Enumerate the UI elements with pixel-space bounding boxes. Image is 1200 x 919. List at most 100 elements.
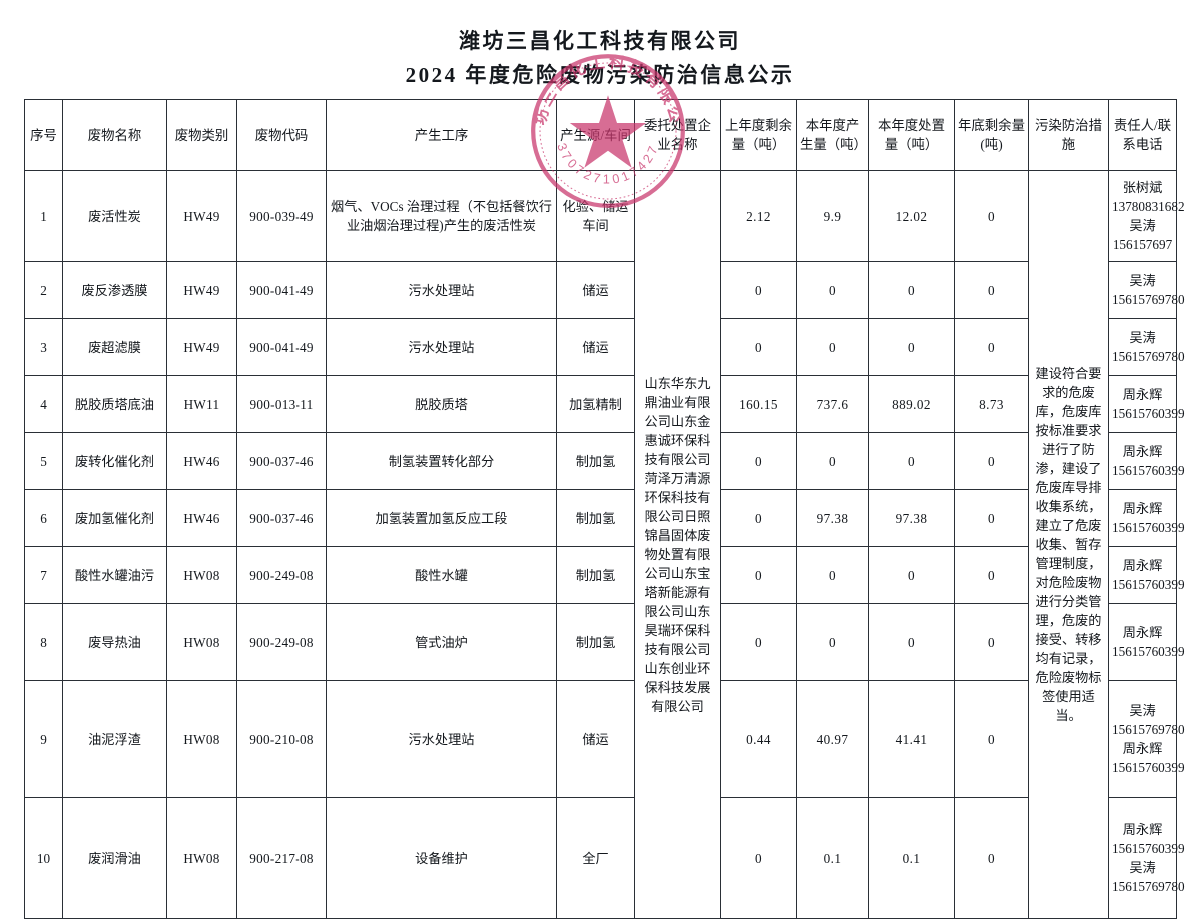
cell-year-end-left: 0 [954,489,1029,547]
document-page: 潍坊三昌化工科技有限公司 2024 年度危险废物污染防治信息公示 潍坊三昌化工科… [0,24,1200,919]
table-row: 3 废超滤膜 HW49 900-041-49 污水处理站 储运 0 0 0 0 吴涛 15615769… [24,318,1185,376]
responsible-person-phone: 156157697 [1112,237,1173,252]
cell-responsible: 张树斌 13780831682 吴涛 156157697 [1108,170,1185,262]
cell-this-year-gen: 0 [796,546,869,604]
cell-waste-code: 900-037-46 [236,489,327,547]
cell-control-merged: 建设符合要求的危废库，危废库按标准要求进行了防渗，建设了危废库导排收集系统，建立… [1028,170,1109,919]
cell-prev-year-left: 160.15 [720,375,797,433]
cell-responsible: 吴涛 15615769780 周永辉 15615760399 [1108,680,1185,798]
cell-source: 全厂 [556,797,635,919]
header-waste-name: 废物名称 [62,99,167,171]
table-row: 5 废转化催化剂 HW46 900-037-46 制氢装置转化部分 制加氢 0 0 0 0 周永辉 1… [24,432,1185,490]
company-title: 潍坊三昌化工科技有限公司 [459,29,741,53]
responsible-person-phone: 15615769780 [1112,722,1185,737]
table-row: 1 废活性炭 HW49 900-039-49 烟气、VOCs 治理过程（不包括餐饮行业油… [24,170,1185,919]
cell-prev-year-left: 0 [720,318,797,376]
cell-this-year-disposed: 889.02 [868,375,955,433]
cell-year-end-left: 0 [954,680,1029,798]
responsible-person-name: 周永辉 [1122,501,1163,516]
cell-seq: 1 [24,170,63,262]
cell-responsible: 吴涛 15615769780 [1108,261,1185,319]
cell-prev-year-left: 0.44 [720,680,797,798]
cell-process: 烟气、VOCs 治理过程（不包括餐饮行业油烟治理过程)产生的废活性炭 [326,170,557,262]
responsible-person-phone: 15615760399 [1112,644,1185,659]
cell-seq: 3 [24,318,63,376]
table-row: 7 酸性水罐油污 HW08 900-249-08 酸性水罐 制加氢 0 0 0 0 周永辉 15615… [24,546,1185,604]
cell-process: 设备维护 [326,797,557,919]
table-row: 8 废导热油 HW08 900-249-08 管式油炉 制加氢 0 0 0 0 周永辉 1561576… [24,603,1185,681]
responsible-person-name: 周永辉 [1122,387,1163,402]
cell-year-end-left: 0 [954,170,1029,262]
table-header-row: 序号 废物名称 废物类别 废物代码 产生工序 产生源/车间 委托处置企业名称 上… [24,99,1177,171]
responsible-person-name: 周永辉 [1122,822,1163,837]
cell-this-year-gen: 97.38 [796,489,869,547]
responsible-person-phone: 13780831682 [1112,199,1185,214]
cell-process: 加氢装置加氢反应工段 [326,489,557,547]
cell-waste-category: HW08 [166,797,237,919]
cell-this-year-disposed: 0.1 [868,797,955,919]
header-waste-category: 废物类别 [166,99,237,171]
cell-this-year-disposed: 12.02 [868,170,955,262]
cell-year-end-left: 0 [954,797,1029,919]
responsible-person-name: 吴涛 [1129,273,1156,288]
responsible-person-name: 吴涛 [1129,218,1156,233]
cell-responsible: 周永辉 15615760399 [1108,546,1185,604]
responsible-person-name: 周永辉 [1122,625,1163,640]
cell-this-year-disposed: 97.38 [868,489,955,547]
cell-waste-name: 废导热油 [62,603,167,681]
cell-waste-code: 900-039-49 [236,170,327,262]
cell-waste-name: 酸性水罐油污 [62,546,167,604]
cell-waste-category: HW46 [166,432,237,490]
cell-this-year-disposed: 0 [868,546,955,604]
responsible-person-name: 周永辉 [1122,741,1163,756]
responsible-person-name: 吴涛 [1129,703,1156,718]
cell-prev-year-left: 0 [720,261,797,319]
table-row: 4 脱胶质塔底油 HW11 900-013-11 脱胶质塔 加氢精制 160.15 737.6… [24,375,1185,433]
cell-source: 制加氢 [556,546,635,604]
cell-seq: 9 [24,680,63,798]
hazardous-waste-table: 序号 废物名称 废物类别 废物代码 产生工序 产生源/车间 委托处置企业名称 上… [24,99,1185,919]
cell-waste-category: HW08 [166,546,237,604]
responsible-person-phone: 15615760399 [1112,520,1185,535]
cell-responsible: 周永辉 15615760399 [1108,603,1185,681]
responsible-person-phone: 15615760399 [1112,577,1185,592]
cell-process: 污水处理站 [326,318,557,376]
responsible-person-name: 周永辉 [1122,444,1163,459]
cell-this-year-gen: 0 [796,261,869,319]
cell-prev-year-left: 0 [720,546,797,604]
cell-this-year-gen: 0 [796,432,869,490]
cell-year-end-left: 0 [954,432,1029,490]
cell-waste-code: 900-013-11 [236,375,327,433]
cell-waste-code: 900-037-46 [236,432,327,490]
cell-this-year-gen: 9.9 [796,170,869,262]
cell-seq: 4 [24,375,63,433]
cell-process: 污水处理站 [326,680,557,798]
cell-waste-category: HW08 [166,680,237,798]
cell-source: 储运 [556,318,635,376]
cell-year-end-left: 0 [954,261,1029,319]
header-responsible: 责任人/联系电话 [1108,99,1177,171]
cell-waste-code: 900-210-08 [236,680,327,798]
cell-waste-category: HW49 [166,261,237,319]
cell-year-end-left: 0 [954,318,1029,376]
cell-this-year-gen: 0.1 [796,797,869,919]
cell-prev-year-left: 0 [720,797,797,919]
cell-responsible: 周永辉 15615760399 [1108,489,1185,547]
cell-waste-category: HW46 [166,489,237,547]
header-entity: 委托处置企业名称 [634,99,721,171]
cell-responsible: 周永辉 15615760399 [1108,432,1185,490]
responsible-person-name: 周永辉 [1122,558,1163,573]
cell-year-end-left: 8.73 [954,375,1029,433]
responsible-person-name: 吴涛 [1129,330,1156,345]
cell-seq: 6 [24,489,63,547]
cell-process: 管式油炉 [326,603,557,681]
table-row: 10 废润滑油 HW08 900-217-08 设备维护 全厂 0 0.1 0.1 0 周永辉 156… [24,797,1185,919]
document-title-block: 潍坊三昌化工科技有限公司 2024 年度危险废物污染防治信息公示 [0,24,1200,92]
cell-prev-year-left: 0 [720,489,797,547]
header-control: 污染防治措施 [1028,99,1109,171]
responsible-person-phone: 15615769780 [1112,292,1185,307]
cell-waste-name: 废反渗透膜 [62,261,167,319]
cell-source: 储运 [556,261,635,319]
cell-waste-code: 900-041-49 [236,261,327,319]
cell-seq: 5 [24,432,63,490]
